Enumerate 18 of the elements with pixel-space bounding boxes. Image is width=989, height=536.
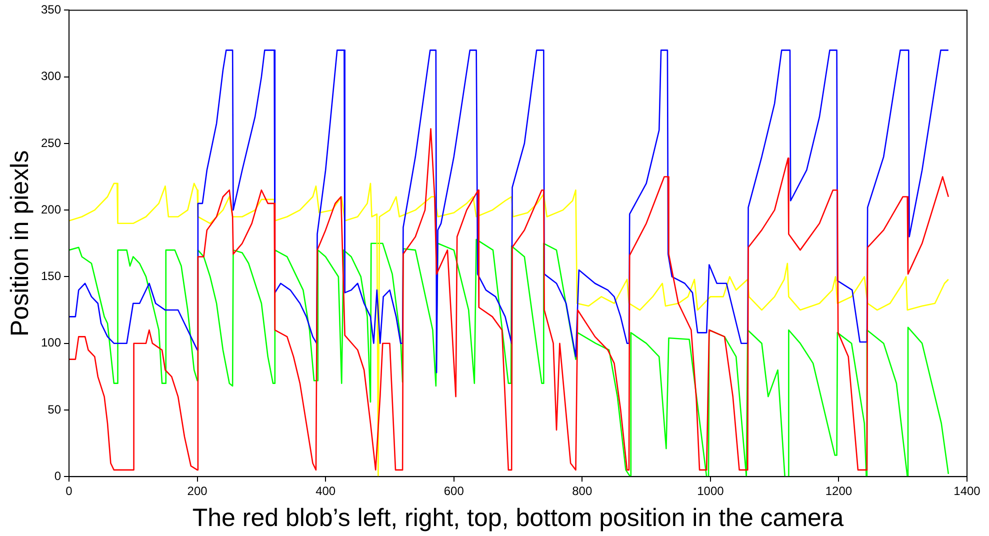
x-tick-label: 800 — [572, 484, 592, 498]
x-tick-label: 0 — [66, 484, 73, 498]
x-tick-label: 400 — [316, 484, 336, 498]
x-tick-label: 600 — [444, 484, 464, 498]
y-tick-label: 0 — [54, 468, 62, 483]
x-tick-label: 1000 — [697, 484, 724, 498]
y-tick-label: 100 — [40, 336, 62, 350]
y-axis-title: Position in piexls — [6, 150, 34, 337]
y-tick-label: 50 — [48, 402, 62, 416]
y-tick-label: 300 — [40, 69, 62, 84]
y-tick-label: 150 — [40, 269, 62, 284]
y-tick-label: 250 — [40, 136, 62, 150]
x-axis-title: The red blob’s left, right, top, bottom position in the camera — [192, 504, 844, 532]
x-tick-label: 1400 — [954, 484, 981, 498]
y-tick-label: 350 — [40, 2, 62, 17]
x-tick-label: 200 — [187, 484, 208, 498]
x-tick-label: 1200 — [825, 484, 852, 498]
y-tick-label: 200 — [40, 202, 62, 216]
